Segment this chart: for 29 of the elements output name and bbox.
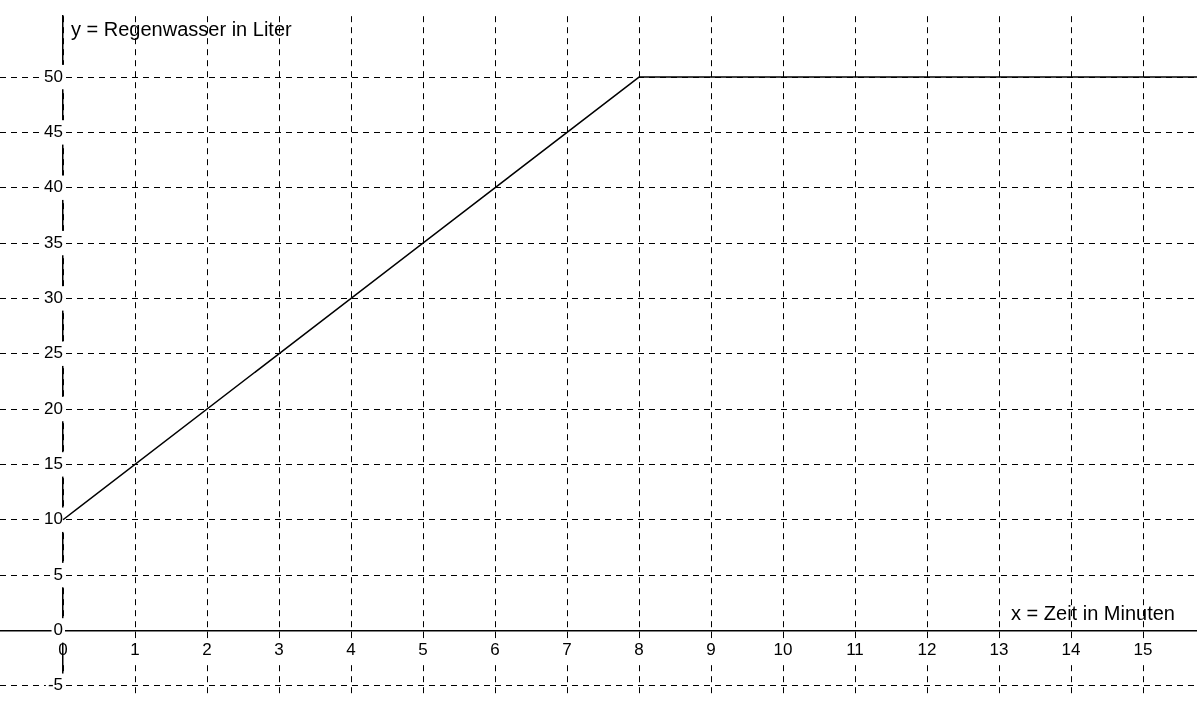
y-axis-title: y = Regenwasser in Liter xyxy=(71,17,292,40)
y-tick-label: 0 xyxy=(53,620,63,640)
x-tick-label: 7 xyxy=(562,640,572,660)
x-tick-label: 10 xyxy=(773,640,793,660)
y-tick-label: 50 xyxy=(44,66,63,86)
x-tick-label: 8 xyxy=(634,640,644,660)
x-tick-label: 5 xyxy=(418,640,428,660)
y-tick-label: -5 xyxy=(47,675,63,695)
y-tick-label: 45 xyxy=(44,122,63,142)
y-tick-label: 10 xyxy=(44,509,63,529)
x-tick-label: 14 xyxy=(1061,640,1081,660)
x-tick-label: 11 xyxy=(846,640,864,660)
x-tick-label: 12 xyxy=(917,640,937,660)
x-tick-label: 9 xyxy=(706,640,716,660)
x-tick-label: 15 xyxy=(1133,640,1153,660)
y-tick-label: 40 xyxy=(44,177,63,197)
x-tick-label: 1 xyxy=(130,640,140,660)
y-tick-label: 30 xyxy=(44,288,63,308)
y-tick-label: 15 xyxy=(44,454,63,474)
x-tick-label: 3 xyxy=(274,640,284,660)
y-tick-label: 25 xyxy=(44,343,63,363)
x-tick-label: 4 xyxy=(346,640,356,660)
x-axis-title: x = Zeit in Minuten xyxy=(1011,601,1175,624)
y-tick-label: 20 xyxy=(44,398,63,418)
x-tick-label: 13 xyxy=(989,640,1009,660)
y-tick-label: 5 xyxy=(53,564,63,584)
y-tick-label: 35 xyxy=(44,232,63,252)
x-tick-label: 6 xyxy=(490,640,500,660)
x-tick-label: 2 xyxy=(202,640,212,660)
